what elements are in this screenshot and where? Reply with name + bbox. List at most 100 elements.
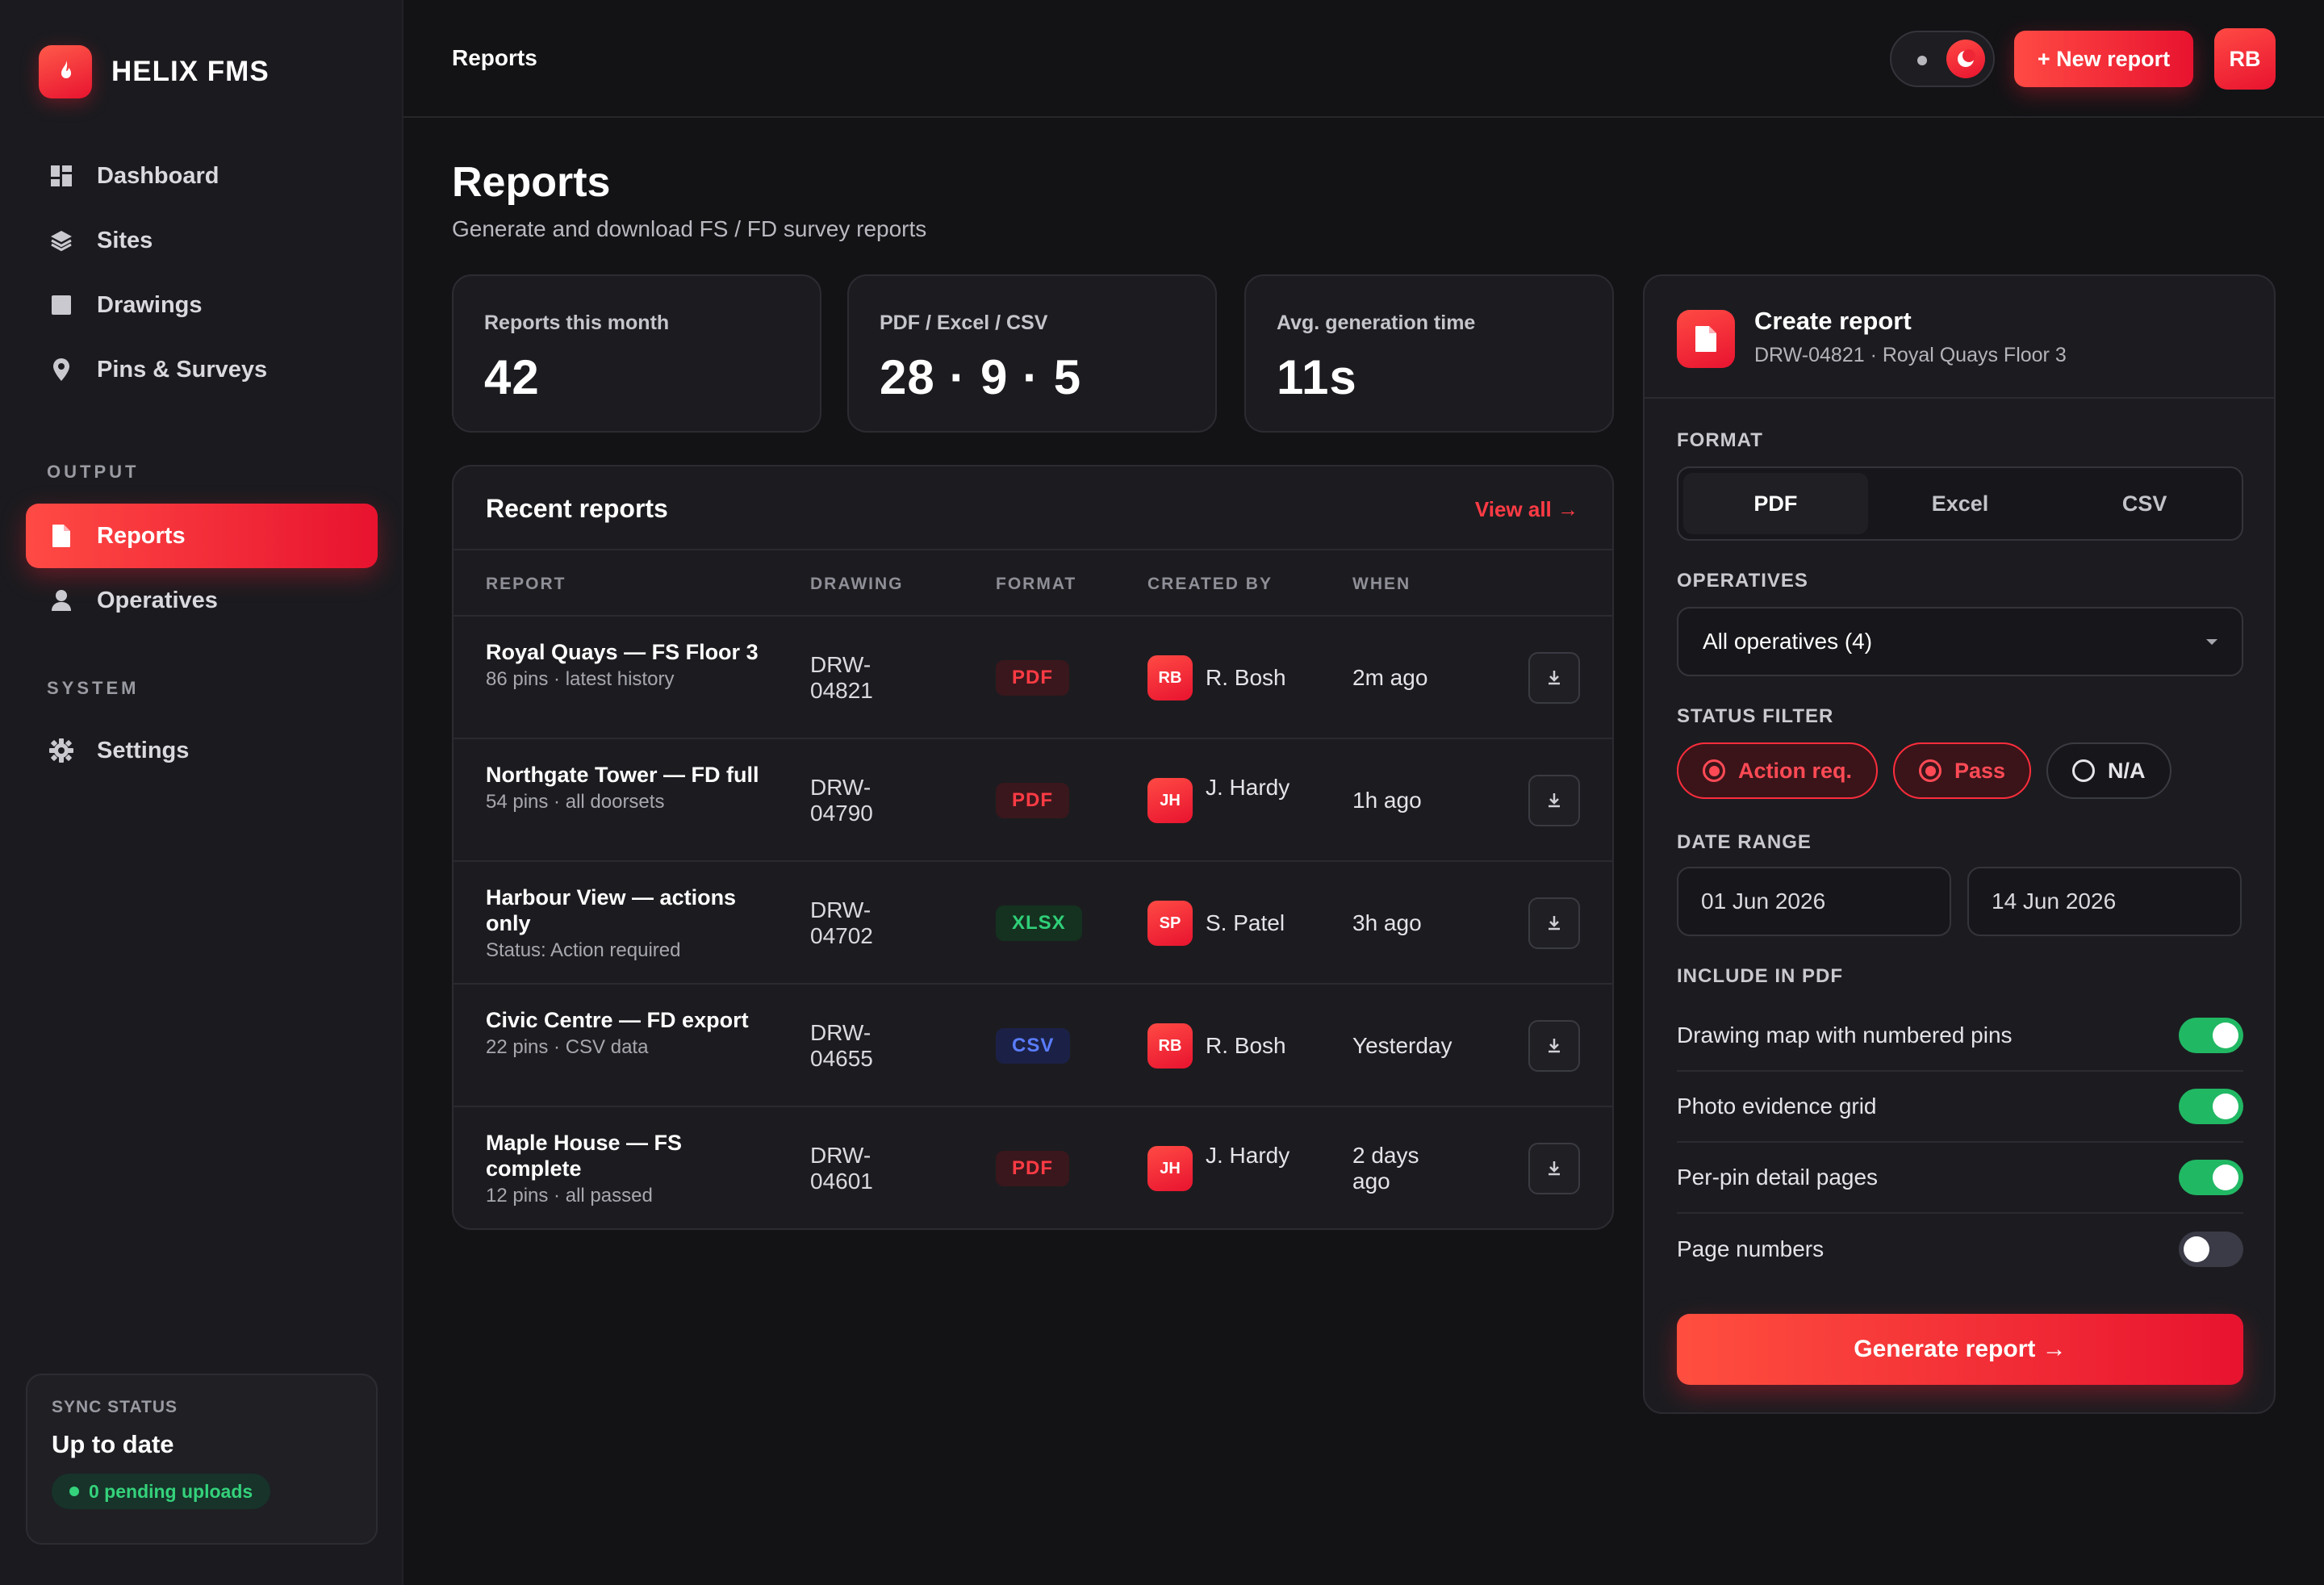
view-all-link[interactable]: View all → <box>1474 497 1578 521</box>
chip-label: Pass <box>1954 758 2006 783</box>
toggle-switch[interactable] <box>2179 1018 2243 1053</box>
table-row[interactable]: Maple House — FS complete 12 pins · all … <box>454 1107 1612 1228</box>
drawing-ref: DRW-04601 <box>810 1143 873 1194</box>
map-pin-icon <box>48 357 74 383</box>
light-mode-icon <box>1917 56 1927 65</box>
user-avatar[interactable]: RB <box>2214 28 2276 90</box>
creator-name: J. Hardy <box>1206 1143 1290 1168</box>
option-label: Per-pin detail pages <box>1677 1165 1879 1190</box>
radio-checked-icon <box>1919 759 1942 782</box>
creator-name: J. Hardy <box>1206 775 1290 800</box>
download-icon <box>1549 916 1560 931</box>
status-dot-icon <box>69 1487 79 1496</box>
new-report-button[interactable]: + New report <box>2014 31 2193 87</box>
sidebar-item-label: Operatives <box>97 587 218 613</box>
chip-label: N/A <box>2108 758 2146 783</box>
report-meta: 22 pins · CSV data <box>486 1036 649 1058</box>
option-per-pin-pages: Per-pin detail pages <box>1677 1143 2243 1214</box>
download-button[interactable] <box>1528 897 1580 949</box>
drawing-ref: DRW-04702 <box>810 897 873 948</box>
format-option-excel[interactable]: Excel <box>1931 491 1989 516</box>
layers-icon <box>48 228 74 253</box>
format-badge: PDF <box>996 1151 1069 1186</box>
sidebar-item-drawings[interactable]: Drawings <box>26 273 378 337</box>
stat-card-avg-time: Avg. generation time 11s <box>1244 274 1614 433</box>
creator-avatar: RB <box>1147 1023 1193 1069</box>
brand[interactable]: HELIX FMS <box>39 45 270 98</box>
sidebar: HELIX FMS Dashboard Sites Drawings <box>0 0 403 1585</box>
drawing-ref: DRW-04821 <box>810 652 873 703</box>
stat-value: 11s <box>1277 350 1357 404</box>
creator-name: S. Patel <box>1206 910 1285 935</box>
chevron-down-icon <box>2206 638 2217 645</box>
format-badge: XLSX <box>996 905 1082 941</box>
download-button[interactable] <box>1528 652 1580 704</box>
generate-report-button[interactable]: Generate report → <box>1677 1314 2243 1385</box>
drawing-square-icon <box>48 292 74 318</box>
sidebar-item-dashboard[interactable]: Dashboard <box>26 144 378 208</box>
sidebar-item-sites[interactable]: Sites <box>26 208 378 273</box>
radio-unchecked-icon <box>2072 759 2095 782</box>
table-header: REPORT DRAWING FORMAT CREATED BY WHEN <box>454 550 1612 617</box>
operatives-select[interactable]: All operatives (4) <box>1677 607 2243 676</box>
stat-value: 28 · 9 · 5 <box>880 350 1082 404</box>
toggle-switch[interactable] <box>2179 1232 2243 1267</box>
table-body: Royal Quays — FS Floor 3 86 pins · lates… <box>454 617 1612 1228</box>
system-nav: Settings <box>26 718 378 783</box>
sidebar-item-settings[interactable]: Settings <box>26 718 378 783</box>
status-chip-action-required[interactable]: Action req. <box>1677 742 1879 799</box>
column-header-drawing[interactable]: DRAWING <box>810 575 904 593</box>
create-report-title: Create report <box>1754 307 1912 335</box>
drawing-ref: DRW-04655 <box>810 1020 873 1071</box>
page-subtitle: Generate and download FS / FD survey rep… <box>452 216 927 241</box>
table-row[interactable]: Civic Centre — FD export 22 pins · CSV d… <box>454 985 1612 1107</box>
radio-checked-icon <box>1703 759 1725 782</box>
download-button[interactable] <box>1528 1143 1580 1194</box>
status-chip-na[interactable]: N/A <box>2046 742 2171 799</box>
sync-label: SYNC STATUS <box>52 1398 178 1416</box>
column-header-report[interactable]: REPORT <box>486 575 566 593</box>
report-name: Harbour View — actions only <box>486 885 737 935</box>
theme-toggle[interactable] <box>1890 31 1995 87</box>
table-row[interactable]: Royal Quays — FS Floor 3 86 pins · lates… <box>454 617 1612 739</box>
format-badge: CSV <box>996 1028 1071 1064</box>
report-meta: 12 pins · all passed <box>486 1185 653 1207</box>
pending-uploads-text: 0 pending uploads <box>89 1480 253 1502</box>
include-in-pdf-label: INCLUDE IN PDF <box>1677 965 1843 987</box>
report-meta: Status: Action required <box>486 939 681 961</box>
status-chip-pass[interactable]: Pass <box>1893 742 2032 799</box>
format-option-csv[interactable]: CSV <box>2121 491 2167 516</box>
column-header-created-by[interactable]: CREATED BY <box>1147 575 1273 593</box>
report-name-cell: Northgate Tower — FD full 54 pins · all … <box>486 762 768 815</box>
creator-name: R. Bosh <box>1206 1033 1286 1058</box>
date-from-input[interactable]: 01 Jun 2026 <box>1677 867 1951 936</box>
table-row[interactable]: Northgate Tower — FD full 54 pins · all … <box>454 739 1612 862</box>
creator-name: R. Bosh <box>1206 665 1286 690</box>
date-to-input[interactable]: 14 Jun 2026 <box>1967 867 2242 936</box>
download-button[interactable] <box>1528 1020 1580 1072</box>
sidebar-item-operatives[interactable]: Operatives <box>26 568 378 633</box>
dashboard-grid-icon <box>48 163 74 189</box>
create-report-panel: Create report DRW-04821 · Royal Quays Fl… <box>1643 274 2276 1414</box>
sidebar-item-label: Pins & Surveys <box>97 356 268 383</box>
table-row[interactable]: Harbour View — actions only Status: Acti… <box>454 862 1612 985</box>
toggle-switch[interactable] <box>2179 1089 2243 1124</box>
option-label: Photo evidence grid <box>1677 1094 1877 1119</box>
sidebar-item-label: Reports <box>97 522 186 549</box>
created-when: 3h ago <box>1352 910 1422 935</box>
sync-title: Up to date <box>52 1430 174 1458</box>
column-header-when[interactable]: WHEN <box>1352 575 1411 593</box>
toggle-switch[interactable] <box>2179 1160 2243 1195</box>
gear-icon <box>48 738 74 763</box>
report-name: Civic Centre — FD export <box>486 1008 749 1032</box>
user-icon <box>48 588 74 613</box>
stat-label: PDF / Excel / CSV <box>880 312 1048 334</box>
column-header-format[interactable]: FORMAT <box>996 575 1077 593</box>
download-button[interactable] <box>1528 775 1580 826</box>
flame-logo-icon <box>39 45 92 98</box>
sidebar-item-reports[interactable]: Reports <box>26 504 378 568</box>
format-badge: PDF <box>996 783 1069 818</box>
format-option-pdf[interactable]: PDF <box>1683 473 1868 534</box>
sidebar-item-pins-surveys[interactable]: Pins & Surveys <box>26 337 378 402</box>
